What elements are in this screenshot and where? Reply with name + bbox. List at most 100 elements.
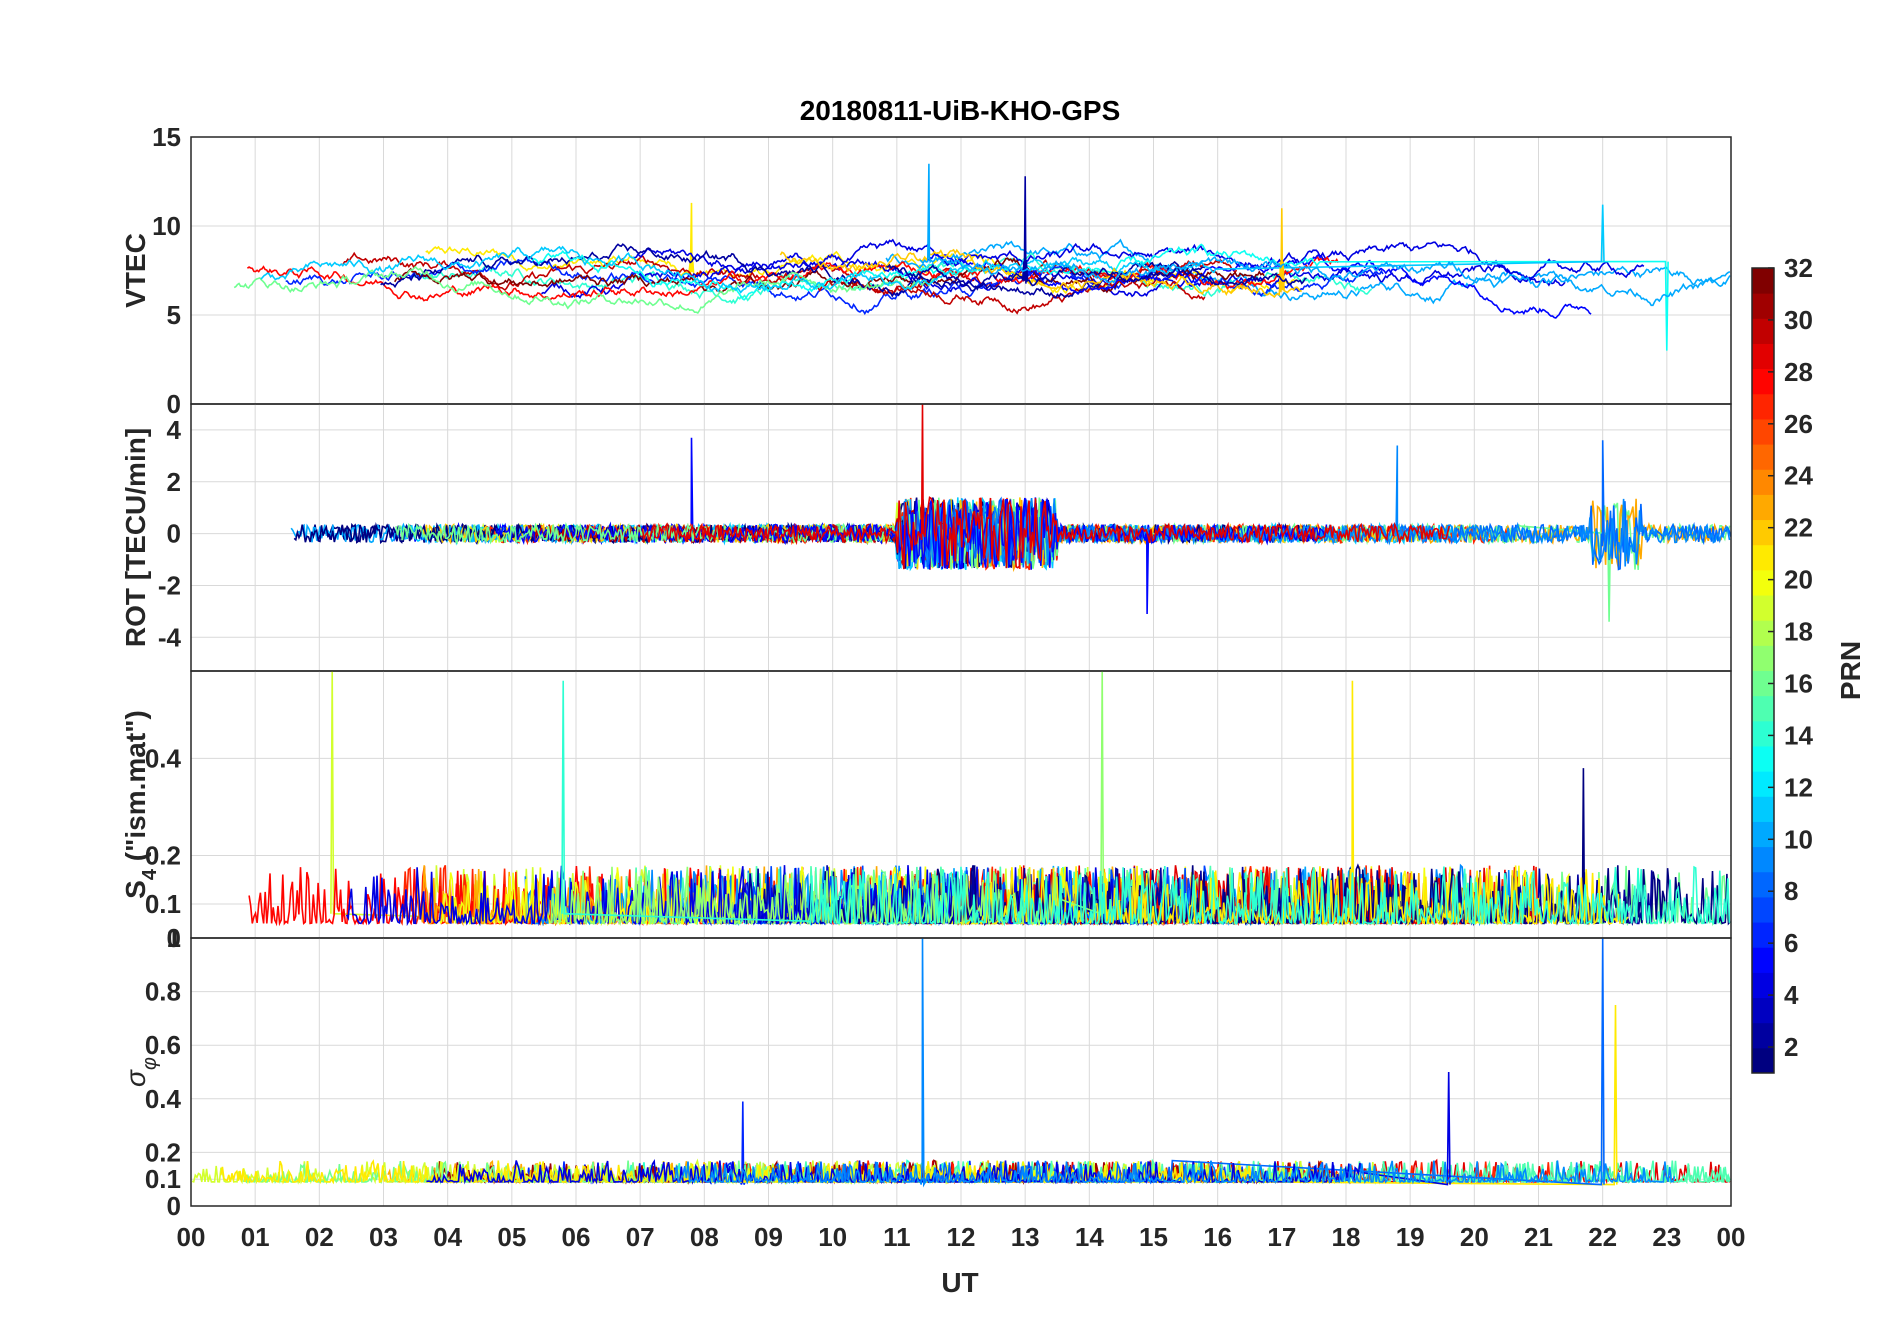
colorbar-tick-label: 14	[1784, 720, 1813, 750]
series-line-prn-8	[891, 440, 1731, 571]
x-tick-label: 16	[1203, 1222, 1232, 1252]
y-axis-label: ROT [TECU/min]	[120, 428, 151, 647]
series-line-prn-2	[886, 176, 1307, 292]
colorbar-segment	[1752, 922, 1774, 948]
x-tick-label: 15	[1139, 1222, 1168, 1252]
colorbar-segment	[1752, 846, 1774, 873]
colorbar-segment	[1752, 293, 1774, 319]
y-tick-label: 0.1	[145, 1164, 181, 1194]
series-line-prn-2	[380, 243, 1206, 299]
colorbar-tick-label: 28	[1784, 357, 1813, 387]
y-tick-label: 0.6	[145, 1030, 181, 1060]
series-line-prn-17	[550, 671, 1105, 927]
colorbar-segment	[1752, 1047, 1774, 1074]
y-tick-label: 0.2	[145, 1137, 181, 1167]
colorbar-tick-label: 2	[1784, 1032, 1798, 1062]
colorbar-segment	[1752, 343, 1774, 370]
series-line-prn-21	[425, 202, 1298, 295]
colorbar-segment	[1752, 418, 1774, 445]
y-tick-label: 0	[167, 389, 181, 419]
x-tick-label: 19	[1396, 1222, 1425, 1252]
colorbar-tick-label: 24	[1784, 461, 1813, 491]
series-line-prn-30	[815, 277, 1206, 315]
x-axis-label: UT	[941, 1267, 978, 1298]
panel-3: 0.1 0.2 0.4S4 ("ism.mat")	[120, 670, 1732, 939]
colorbar-segment	[1752, 368, 1774, 395]
colorbar-segment	[1752, 1022, 1774, 1049]
colorbar-segment	[1752, 670, 1774, 697]
y-axis-label: VTEC	[120, 233, 151, 308]
x-tick-label: 18	[1332, 1222, 1361, 1252]
colorbar-segment	[1752, 268, 1774, 294]
y-tick-label: 0.8	[145, 977, 181, 1007]
series-group	[191, 938, 1731, 1188]
series-line-prn-29	[641, 404, 1451, 570]
colorbar-tick-label: 26	[1784, 409, 1813, 439]
colorbar-segment	[1752, 519, 1774, 546]
colorbar-segment	[1752, 997, 1774, 1024]
series-line-prn-21	[220, 1004, 1618, 1186]
series-line-prn-10	[885, 238, 1731, 305]
x-tick-label: 10	[818, 1222, 847, 1252]
colorbar-segment	[1752, 947, 1774, 973]
colorbar-segment	[1752, 544, 1774, 571]
colorbar-segment	[1752, 896, 1774, 923]
series-group	[248, 671, 1731, 927]
series-line-prn-13	[531, 243, 1669, 351]
colorbar-segment	[1752, 318, 1774, 344]
x-tick-label: 21	[1524, 1222, 1553, 1252]
y-tick-label: 0.2	[145, 840, 181, 870]
colorbar-segment	[1752, 771, 1774, 797]
chart-title: 20180811-UiB-KHO-GPS	[800, 95, 1121, 126]
x-tick-label: 08	[690, 1222, 719, 1252]
colorbar-segment	[1752, 645, 1774, 671]
x-tick-label: 01	[241, 1222, 270, 1252]
x-tick-label: 13	[1011, 1222, 1040, 1252]
colorbar-segment	[1752, 494, 1774, 521]
x-tick-label: 14	[1075, 1222, 1104, 1252]
series-group	[233, 163, 1731, 351]
series-line-prn-22	[779, 208, 1302, 299]
series-line-prn-8	[775, 938, 1605, 1186]
y-tick-label: 4	[167, 415, 182, 445]
colorbar-segment	[1752, 972, 1774, 999]
y-tick-label: 2	[167, 467, 181, 497]
x-tick-label: 11	[883, 1222, 911, 1252]
series-line-prn-4	[541, 238, 1566, 300]
series-line-prn-28	[246, 255, 1340, 302]
y-tick-label: 0	[167, 519, 181, 549]
colorbar-tick-label: 12	[1784, 772, 1813, 802]
colorbar-tick-label: 18	[1784, 617, 1813, 647]
series-line-prn-10	[919, 163, 1731, 307]
x-tick-label: 17	[1267, 1222, 1296, 1252]
x-tick-label: 12	[947, 1222, 976, 1252]
colorbar-tick-label: 20	[1784, 565, 1813, 595]
x-tick-labels: 00 01 02 03 04 05 06 07 08 09 10 11 12 13 14 15 16 17 18 19…	[177, 1222, 1746, 1252]
x-tick-label: 00	[1717, 1222, 1746, 1252]
y-tick-label: 0.4	[145, 1084, 182, 1114]
colorbar-segment	[1752, 796, 1774, 822]
x-tick-label: 04	[433, 1222, 462, 1252]
colorbar-segment	[1752, 695, 1774, 722]
x-tick-label: 23	[1652, 1222, 1681, 1252]
y-axis-label: σφ	[120, 1057, 161, 1087]
colorbar-segment	[1752, 821, 1774, 848]
colorbar-segment	[1752, 595, 1774, 621]
colorbar-segment	[1752, 745, 1774, 772]
colorbar-segment	[1752, 469, 1774, 495]
colorbar-segment	[1752, 871, 1774, 898]
x-tick-label: 03	[369, 1222, 398, 1252]
colorbar-tick-label: 10	[1784, 824, 1813, 854]
colorbar-tick-label: 6	[1784, 928, 1798, 958]
x-tick-label: 22	[1588, 1222, 1617, 1252]
y-tick-label: 5	[167, 300, 181, 330]
series-group	[290, 404, 1731, 622]
colorbar-label: PRN	[1835, 641, 1866, 700]
y-axis-label: S4 ("ism.mat")	[120, 710, 161, 899]
colorbar-tick-label: 22	[1784, 513, 1813, 543]
colorbar-segment	[1752, 720, 1774, 747]
